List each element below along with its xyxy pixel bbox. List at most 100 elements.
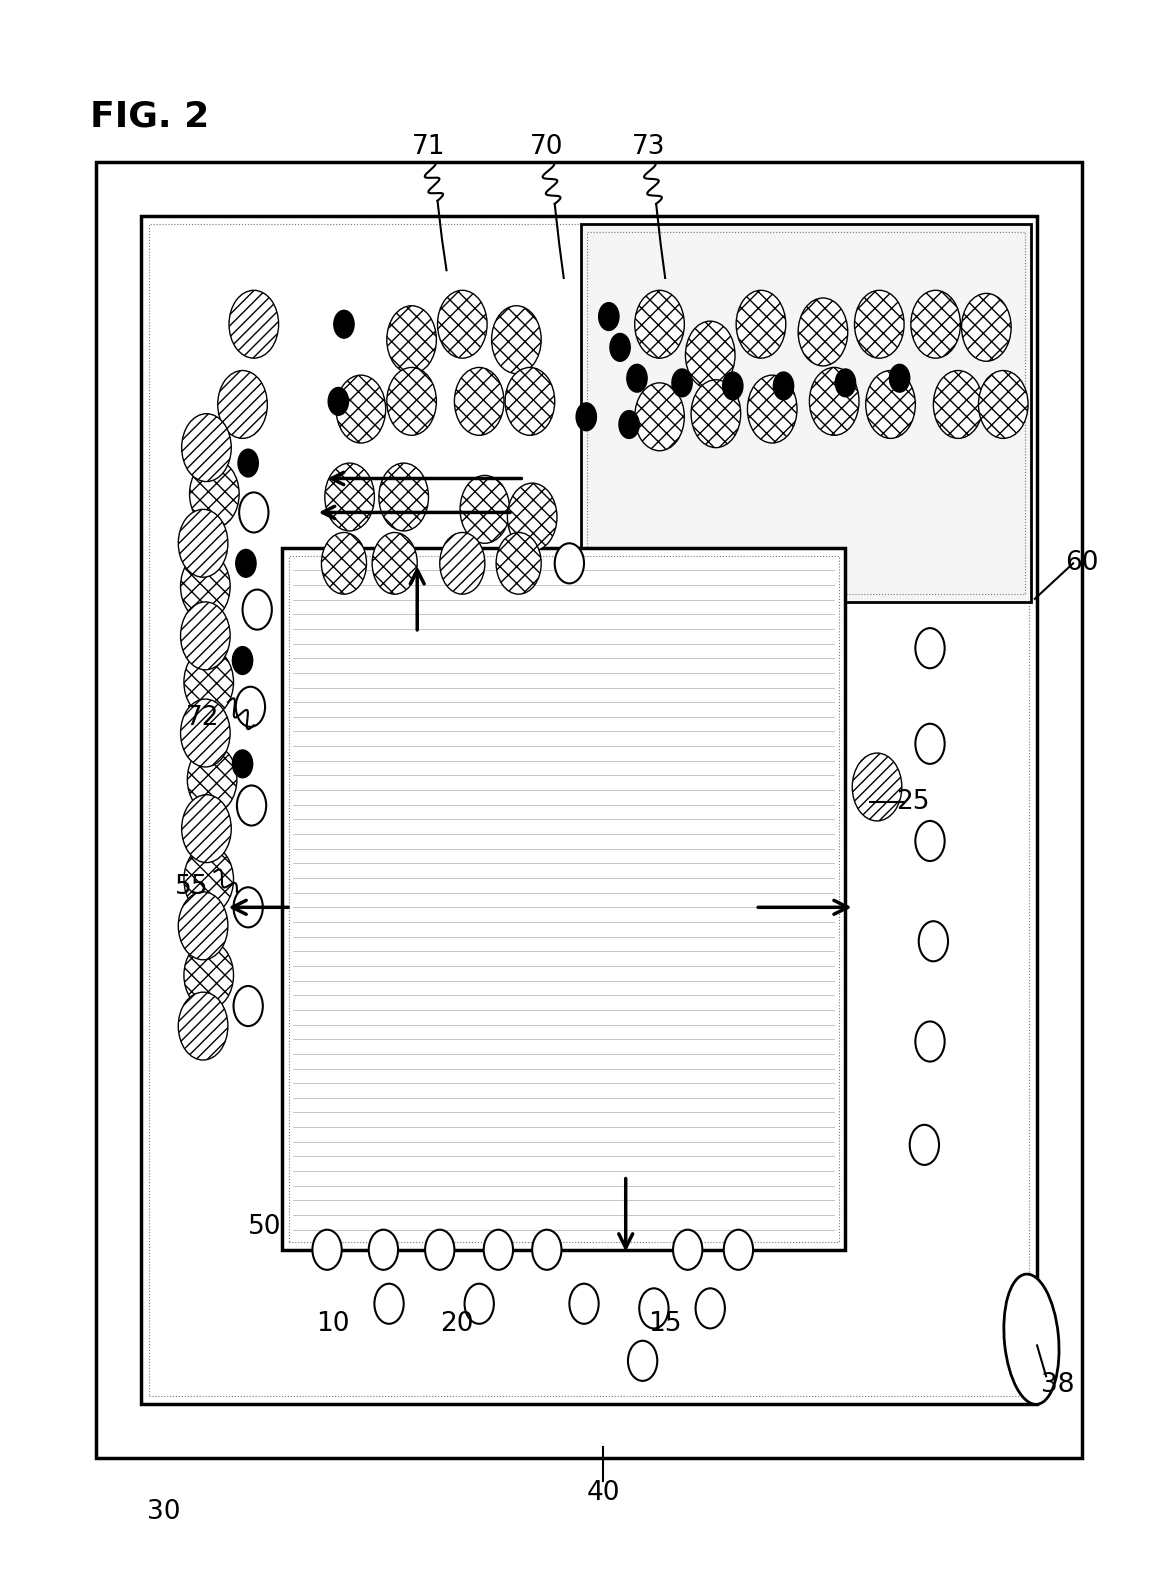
- Circle shape: [217, 370, 267, 439]
- Circle shape: [236, 549, 256, 578]
- Circle shape: [181, 699, 230, 767]
- Circle shape: [243, 590, 271, 630]
- Circle shape: [184, 941, 233, 1009]
- Bar: [95, 162, 1082, 1458]
- Circle shape: [910, 1125, 940, 1165]
- Circle shape: [610, 334, 630, 362]
- Text: 20: 20: [440, 1311, 474, 1336]
- Circle shape: [919, 921, 948, 962]
- Circle shape: [236, 686, 266, 727]
- Circle shape: [184, 648, 233, 716]
- Circle shape: [182, 414, 231, 482]
- Text: 30: 30: [147, 1498, 181, 1525]
- Circle shape: [454, 367, 504, 436]
- Circle shape: [386, 305, 436, 373]
- Circle shape: [491, 305, 542, 373]
- Circle shape: [576, 403, 597, 431]
- Circle shape: [378, 463, 429, 530]
- Circle shape: [911, 290, 960, 359]
- Circle shape: [369, 1229, 398, 1270]
- Circle shape: [673, 1229, 703, 1270]
- Circle shape: [854, 290, 904, 359]
- Text: 38: 38: [1041, 1373, 1074, 1398]
- Bar: [581, 224, 1032, 601]
- Circle shape: [496, 532, 542, 595]
- Circle shape: [723, 1229, 753, 1270]
- Ellipse shape: [1004, 1273, 1059, 1404]
- Text: 70: 70: [530, 134, 564, 161]
- Circle shape: [507, 483, 557, 551]
- Circle shape: [696, 1288, 724, 1328]
- Circle shape: [889, 364, 910, 392]
- Circle shape: [229, 290, 278, 359]
- Circle shape: [961, 293, 1011, 362]
- Circle shape: [375, 1284, 404, 1324]
- Circle shape: [639, 1288, 668, 1328]
- Circle shape: [187, 746, 237, 814]
- Circle shape: [232, 647, 253, 674]
- Circle shape: [915, 724, 944, 763]
- Circle shape: [238, 449, 259, 477]
- Circle shape: [835, 368, 856, 397]
- Circle shape: [233, 888, 263, 927]
- Circle shape: [190, 460, 239, 527]
- Circle shape: [619, 411, 639, 439]
- Circle shape: [334, 310, 354, 338]
- Circle shape: [460, 475, 509, 543]
- Circle shape: [569, 1284, 599, 1324]
- Circle shape: [934, 370, 983, 439]
- Circle shape: [437, 290, 488, 359]
- Circle shape: [336, 375, 385, 442]
- Circle shape: [627, 364, 647, 392]
- Circle shape: [324, 463, 375, 530]
- Circle shape: [810, 367, 859, 436]
- Circle shape: [736, 290, 785, 359]
- Circle shape: [915, 822, 944, 861]
- Circle shape: [181, 552, 230, 620]
- Circle shape: [232, 749, 253, 778]
- Bar: [141, 216, 1037, 1404]
- Text: 40: 40: [586, 1481, 620, 1506]
- Circle shape: [554, 543, 584, 584]
- Circle shape: [505, 367, 554, 436]
- Circle shape: [672, 368, 692, 397]
- Circle shape: [915, 1022, 944, 1061]
- Circle shape: [178, 892, 228, 960]
- Circle shape: [628, 1341, 658, 1380]
- Circle shape: [239, 493, 268, 532]
- Text: 72: 72: [186, 705, 220, 730]
- Circle shape: [685, 321, 735, 389]
- Circle shape: [237, 785, 266, 825]
- Circle shape: [979, 370, 1028, 439]
- Circle shape: [484, 1229, 513, 1270]
- Circle shape: [635, 382, 684, 450]
- Circle shape: [691, 379, 741, 447]
- Text: 60: 60: [1065, 551, 1099, 576]
- Bar: [289, 556, 838, 1242]
- Circle shape: [748, 375, 797, 442]
- Circle shape: [313, 1229, 342, 1270]
- Circle shape: [178, 992, 228, 1059]
- Circle shape: [915, 628, 944, 669]
- Circle shape: [182, 795, 231, 863]
- Circle shape: [532, 1229, 561, 1270]
- Circle shape: [599, 302, 619, 331]
- Text: 25: 25: [896, 790, 930, 815]
- Text: 71: 71: [412, 134, 445, 161]
- Text: 15: 15: [649, 1311, 682, 1336]
- Text: FIG. 2: FIG. 2: [91, 99, 209, 134]
- Circle shape: [798, 297, 848, 365]
- Circle shape: [426, 1229, 454, 1270]
- Text: 55: 55: [175, 874, 208, 900]
- Circle shape: [773, 371, 794, 400]
- Circle shape: [866, 370, 915, 439]
- Circle shape: [373, 532, 417, 595]
- Circle shape: [321, 532, 367, 595]
- Text: 73: 73: [631, 134, 665, 161]
- Circle shape: [328, 387, 348, 416]
- Circle shape: [635, 290, 684, 359]
- Circle shape: [178, 510, 228, 578]
- Bar: [282, 548, 845, 1250]
- Bar: [150, 224, 1029, 1396]
- Circle shape: [184, 845, 233, 913]
